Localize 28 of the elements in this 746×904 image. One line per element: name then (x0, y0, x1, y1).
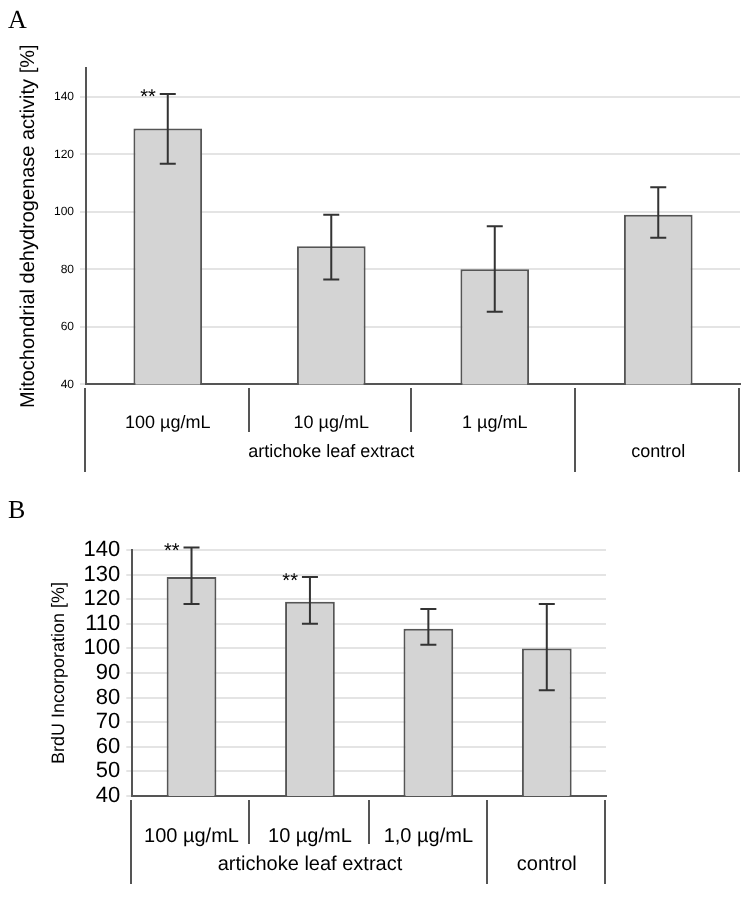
x-tick-label: 10 µg/mL (268, 825, 353, 848)
text: control (631, 441, 686, 462)
y-tick-label: 110 (85, 611, 121, 636)
y-tick-label: 140 (83, 538, 121, 563)
x-tick-label: 10 µg/mL (293, 412, 369, 433)
chart-title: B (8, 493, 26, 524)
y-tick-label: 100 (83, 636, 121, 661)
y-axis-title: Mitochondrial dehydrogenase activity [%] (17, 44, 40, 408)
y-tick-label: 40 (95, 784, 121, 809)
x-tick-label: 1,0 µg/mL (383, 825, 474, 848)
y-tick-label: 90 (95, 661, 121, 686)
x-tick-label: 100 µg/mL (125, 412, 211, 433)
y-tick-label: 120 (83, 587, 121, 612)
annotation: ** (282, 570, 299, 593)
y-tick-label: 80 (95, 685, 121, 710)
x-tick-label: 100 µg/mL (144, 825, 240, 848)
annotation: ** (140, 87, 156, 110)
y-tick-label: 50 (95, 759, 121, 784)
y-tick-label: 60 (95, 734, 121, 759)
text: artichoke leaf extract (248, 441, 416, 462)
text: artichoke leaf extract (217, 853, 403, 876)
y-tick-label: 70 (95, 710, 121, 735)
x-tick-label: 1 µg/mL (462, 412, 528, 433)
text: control (516, 853, 577, 876)
y-axis-title: BrdU Incorporation [%] (47, 581, 68, 765)
chart-title: A (8, 3, 28, 34)
annotation: ** (163, 541, 180, 564)
y-tick-label: 130 (83, 562, 121, 587)
